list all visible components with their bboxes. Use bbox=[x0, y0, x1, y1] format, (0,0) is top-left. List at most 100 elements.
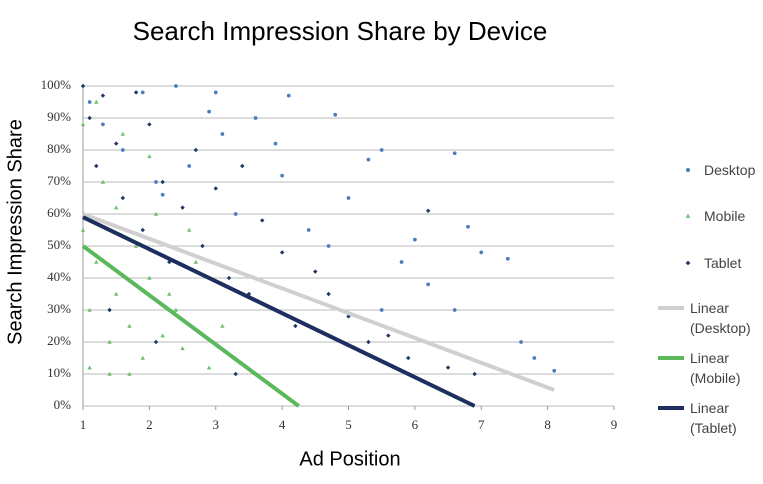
data-point bbox=[413, 237, 417, 242]
data-point bbox=[140, 355, 145, 360]
legend-label: Linear (Tablet) bbox=[690, 400, 737, 436]
data-point bbox=[160, 333, 165, 338]
y-tick-label: 70% bbox=[47, 173, 71, 188]
data-point bbox=[260, 218, 265, 223]
data-point bbox=[160, 192, 165, 197]
data-point bbox=[147, 275, 152, 280]
chart-title: Search Impression Share by Device bbox=[133, 16, 548, 46]
y-tick-label: 30% bbox=[47, 301, 71, 316]
data-point bbox=[180, 205, 185, 210]
data-point bbox=[425, 208, 431, 213]
legend-marker bbox=[685, 167, 691, 173]
data-point bbox=[280, 173, 284, 178]
data-point bbox=[326, 291, 331, 297]
x-tick-label: 3 bbox=[213, 417, 220, 432]
data-point bbox=[173, 307, 179, 312]
legend-label: Mobile bbox=[704, 208, 746, 224]
data-point bbox=[113, 291, 119, 296]
data-point bbox=[286, 93, 291, 98]
data-point bbox=[107, 339, 112, 344]
data-point bbox=[253, 116, 258, 120]
x-tick-label: 1 bbox=[80, 417, 87, 432]
data-point bbox=[120, 131, 126, 136]
data-point bbox=[445, 365, 451, 370]
data-point bbox=[87, 307, 92, 312]
legend-label: Desktop bbox=[704, 162, 756, 178]
data-point bbox=[452, 308, 457, 312]
data-point bbox=[147, 122, 152, 127]
legend-label: Linear (Desktop) bbox=[690, 300, 751, 336]
data-point bbox=[87, 365, 92, 370]
data-point bbox=[153, 339, 159, 345]
data-point bbox=[107, 307, 112, 313]
x-tick-label: 9 bbox=[611, 417, 618, 432]
data-point bbox=[532, 356, 537, 360]
trend-line bbox=[82, 215, 476, 408]
data-point bbox=[120, 148, 125, 152]
y-tick-label: 90% bbox=[47, 109, 71, 124]
y-axis-label: Search Impression Share bbox=[4, 119, 26, 345]
legend-label: Linear (Mobile) bbox=[690, 350, 741, 386]
data-point bbox=[147, 154, 152, 159]
data-point bbox=[233, 212, 238, 216]
data-point bbox=[153, 211, 159, 216]
data-point bbox=[133, 90, 139, 95]
legend-marker bbox=[685, 260, 691, 266]
data-point bbox=[306, 228, 311, 232]
data-point bbox=[220, 323, 225, 328]
data-point bbox=[200, 243, 205, 249]
data-point bbox=[333, 112, 338, 117]
data-point bbox=[386, 333, 391, 338]
trend-line bbox=[82, 212, 555, 392]
data-point bbox=[326, 244, 331, 248]
data-point bbox=[552, 368, 557, 373]
data-point bbox=[273, 141, 278, 146]
data-point bbox=[505, 256, 510, 261]
data-point bbox=[100, 179, 106, 184]
y-tick-label: 80% bbox=[47, 141, 71, 156]
data-point bbox=[379, 308, 384, 312]
data-point bbox=[94, 99, 99, 104]
data-point bbox=[472, 371, 477, 377]
data-point bbox=[187, 164, 192, 168]
data-point bbox=[154, 180, 158, 184]
data-point bbox=[180, 346, 185, 351]
data-point bbox=[366, 339, 371, 345]
data-point bbox=[452, 151, 457, 156]
data-point bbox=[167, 291, 172, 296]
trend-line bbox=[81, 244, 300, 408]
data-point bbox=[87, 115, 92, 121]
data-point bbox=[94, 163, 99, 169]
data-point bbox=[140, 227, 145, 233]
data-point bbox=[479, 250, 484, 255]
data-point bbox=[226, 275, 232, 281]
data-point bbox=[213, 186, 218, 191]
data-point bbox=[87, 100, 92, 104]
data-point bbox=[426, 282, 431, 287]
data-point bbox=[206, 365, 212, 370]
data-point bbox=[160, 179, 165, 185]
x-tick-label: 2 bbox=[146, 417, 153, 432]
data-point bbox=[140, 90, 145, 95]
x-tick-label: 5 bbox=[345, 417, 352, 432]
data-point bbox=[100, 93, 106, 98]
data-point bbox=[107, 371, 112, 376]
y-tick-label: 60% bbox=[47, 205, 71, 220]
data-point bbox=[113, 205, 119, 210]
data-point bbox=[293, 323, 298, 329]
y-tick-label: 0% bbox=[54, 397, 72, 412]
data-point bbox=[133, 243, 139, 248]
x-tick-label: 8 bbox=[544, 417, 551, 432]
data-point bbox=[94, 259, 99, 264]
x-axis-label: Ad Position bbox=[299, 448, 400, 470]
data-point bbox=[80, 227, 86, 232]
data-point bbox=[193, 147, 199, 153]
data-point bbox=[406, 355, 411, 361]
data-point bbox=[279, 250, 285, 255]
data-point bbox=[240, 163, 245, 169]
data-point bbox=[207, 109, 211, 114]
data-point bbox=[466, 224, 470, 229]
data-point bbox=[399, 260, 404, 264]
